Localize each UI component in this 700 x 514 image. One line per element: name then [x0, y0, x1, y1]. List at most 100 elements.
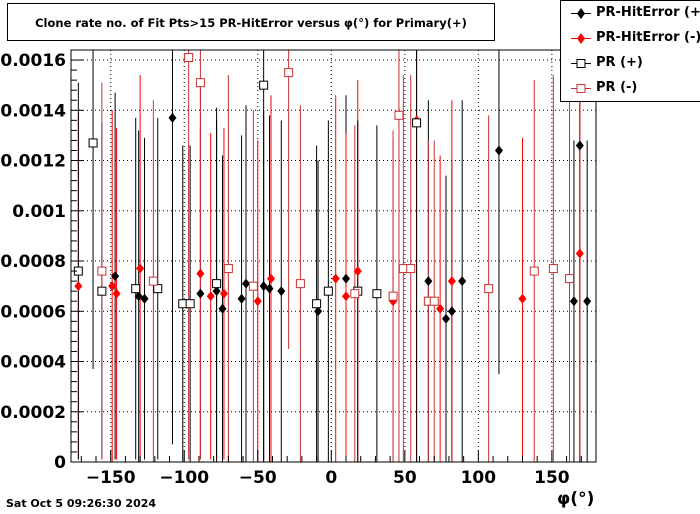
data-point [148, 276, 158, 286]
data-point [394, 110, 404, 120]
data-point [277, 286, 286, 297]
data-point [575, 140, 584, 151]
data-point [218, 303, 227, 314]
legend-open-red-square-icon [571, 84, 591, 93]
x-tick-label: −50 [239, 468, 277, 488]
data-point [97, 266, 107, 276]
legend-item-pr-plus: PR (+) [561, 51, 700, 76]
y-tick-label: 0.0008 [0, 252, 66, 272]
legend-label: PR (+) [596, 55, 643, 70]
data-point [242, 278, 250, 289]
data-point [353, 266, 362, 277]
y-tick-label: 0.0012 [0, 152, 66, 172]
legend-label: PR-HitError (-) [596, 30, 700, 45]
data-point [458, 276, 467, 287]
chart-title: Clone rate no. of Fit Pts>15 PR-HitError… [35, 16, 467, 30]
data-point [284, 68, 294, 78]
data-point [111, 271, 120, 282]
x-tick-label: 50 [393, 468, 417, 488]
data-point [212, 279, 222, 289]
data-point [212, 286, 221, 297]
data-point [548, 264, 558, 274]
markers [73, 53, 592, 324]
data-point [442, 313, 450, 324]
x-axis-label: φ(°) [557, 489, 595, 509]
data-point [184, 53, 194, 63]
data-point [237, 293, 246, 304]
x-tick-label: −150 [86, 468, 136, 488]
data-point [569, 296, 578, 307]
data-point [372, 289, 382, 299]
data-point [88, 138, 98, 148]
data-point [196, 288, 205, 299]
x-tick-label: 0 [325, 468, 337, 488]
y-tick-label: 0.0016 [0, 51, 66, 71]
data-point [388, 291, 398, 301]
data-point [97, 286, 107, 296]
data-point [436, 303, 445, 314]
y-tick-label: 0.001 [12, 202, 66, 222]
data-point [398, 264, 408, 274]
data-point [223, 264, 233, 274]
data-point [323, 286, 333, 296]
data-point [447, 276, 456, 287]
data-point [295, 279, 305, 289]
legend-item-pr-hiterror-plus: PR-HitError (+) [561, 1, 700, 26]
y-tick-label: 0.0014 [0, 101, 66, 121]
data-point [350, 289, 360, 299]
data-point [112, 288, 121, 299]
data-point [424, 276, 433, 287]
data-point [312, 299, 322, 309]
data-point [331, 273, 340, 284]
data-point [314, 306, 323, 317]
data-point [575, 248, 584, 259]
plot-frame [70, 49, 597, 463]
legend-open-square-icon [571, 59, 591, 68]
data-point [259, 80, 269, 90]
data-point [412, 118, 422, 128]
data-point [447, 306, 456, 317]
data-point [406, 264, 416, 274]
x-tick-label: −100 [159, 468, 209, 488]
x-tick-label: 100 [461, 468, 497, 488]
y-tick-label: 0 [54, 453, 66, 473]
legend-item-pr-hiterror-minus: PR-HitError (-) [561, 26, 700, 51]
legend-item-pr-minus: PR (-) [561, 76, 700, 101]
data-point [267, 273, 275, 284]
data-point [253, 296, 262, 307]
data-point [108, 281, 117, 292]
legend: PR-HitError (+) PR-HitError (-) PR (+) P… [560, 0, 700, 102]
data-point [342, 273, 350, 284]
y-tick-label: 0.0004 [0, 353, 66, 373]
y-tick-label: 0.0002 [0, 403, 66, 423]
data-point [248, 281, 258, 291]
data-point [583, 296, 592, 307]
data-point [185, 299, 195, 309]
data-point [136, 263, 145, 274]
data-point [140, 293, 149, 304]
data-point [195, 78, 205, 88]
data-point [196, 268, 205, 279]
data-point [494, 145, 503, 156]
data-point [565, 274, 575, 284]
data-point [74, 281, 83, 292]
data-point [265, 283, 274, 294]
y-tick-label: 0.0006 [0, 302, 66, 322]
data-point [168, 112, 177, 123]
data-point [342, 291, 350, 302]
chart-title-box: Clone rate no. of Fit Pts>15 PR-HitError… [7, 3, 495, 41]
error-bars [77, 50, 588, 462]
legend-black-diamond-icon [571, 8, 591, 19]
legend-red-diamond-icon [571, 33, 591, 44]
data-point [518, 293, 527, 304]
data-point [219, 288, 228, 299]
timestamp: Sat Oct 5 09:26:30 2024 [6, 497, 157, 510]
legend-label: PR-HitError (+) [596, 5, 700, 20]
data-point [484, 284, 494, 294]
data-point [131, 284, 141, 294]
data-point [206, 291, 215, 302]
legend-label: PR (-) [596, 80, 638, 95]
data-point [529, 266, 539, 276]
x-tick-label: 150 [534, 468, 570, 488]
